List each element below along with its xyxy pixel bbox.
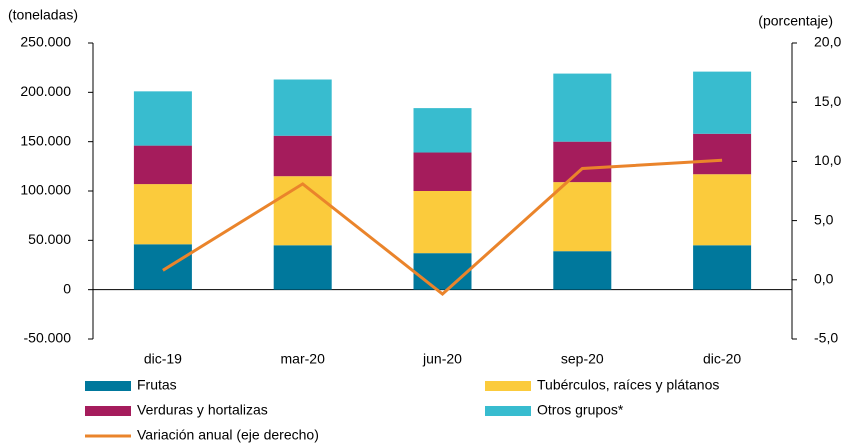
bar-segment: [273, 79, 332, 136]
bar-segment: [693, 133, 752, 175]
legend-label: Tubérculos, raíces y plátanos: [537, 377, 719, 393]
bar-segment: [133, 184, 192, 245]
y2-tick-label: 20,0: [814, 34, 841, 50]
y-tick-label: 0: [63, 280, 71, 296]
x-tick-label: dic-19: [144, 351, 182, 367]
legend-swatch: [485, 406, 531, 416]
bar-segment: [693, 71, 752, 134]
bar-segment: [693, 174, 752, 246]
x-tick-label: jun-20: [422, 351, 462, 367]
y-tick-label: 100.000: [20, 182, 71, 198]
y-tick-label: 150.000: [20, 132, 71, 148]
x-tick-label: dic-20: [703, 351, 741, 367]
y2-tick-label: 15,0: [814, 93, 841, 109]
legend-swatch: [85, 381, 131, 391]
bar-segment: [133, 91, 192, 146]
bar-segment: [553, 182, 612, 252]
bar-segment: [553, 73, 612, 142]
bar-segment: [273, 245, 332, 290]
legend-label: Verduras y hortalizas: [137, 402, 268, 418]
bar-segment: [273, 135, 332, 177]
legend-label: Variación anual (eje derecho): [137, 427, 319, 443]
bar-segment: [413, 108, 472, 153]
y-tick-label: -50.000: [24, 330, 72, 346]
x-tick-label: sep-20: [561, 351, 604, 367]
bar-segment: [413, 191, 472, 254]
line-series: [162, 158, 723, 296]
legend-label: Otros grupos*: [537, 402, 624, 418]
bar-segment: [693, 245, 752, 290]
bar-segment: [553, 141, 612, 183]
y-axis-label: (toneladas): [8, 7, 78, 23]
y2-tick-label: -5,0: [814, 330, 838, 346]
y2-tick-label: 10,0: [814, 152, 841, 168]
x-tick-label: mar-20: [281, 351, 326, 367]
y2-axis-label: (porcentaje): [758, 13, 833, 29]
y2-tick-label: 5,0: [814, 211, 834, 227]
bar-segment: [133, 145, 192, 185]
legend-swatch: [85, 406, 131, 416]
y-tick-label: 250.000: [20, 34, 71, 50]
bar-segment: [553, 251, 612, 290]
bar-segment: [413, 152, 472, 191]
legend-swatch: [485, 381, 531, 391]
y-tick-label: 200.000: [20, 83, 71, 99]
y-tick-label: 50.000: [28, 231, 71, 247]
bar-segment: [133, 244, 192, 290]
y2-tick-label: 0,0: [814, 271, 834, 287]
bar-segment: [273, 176, 332, 246]
bar-segment: [413, 253, 472, 290]
legend-label: Frutas: [137, 377, 177, 393]
